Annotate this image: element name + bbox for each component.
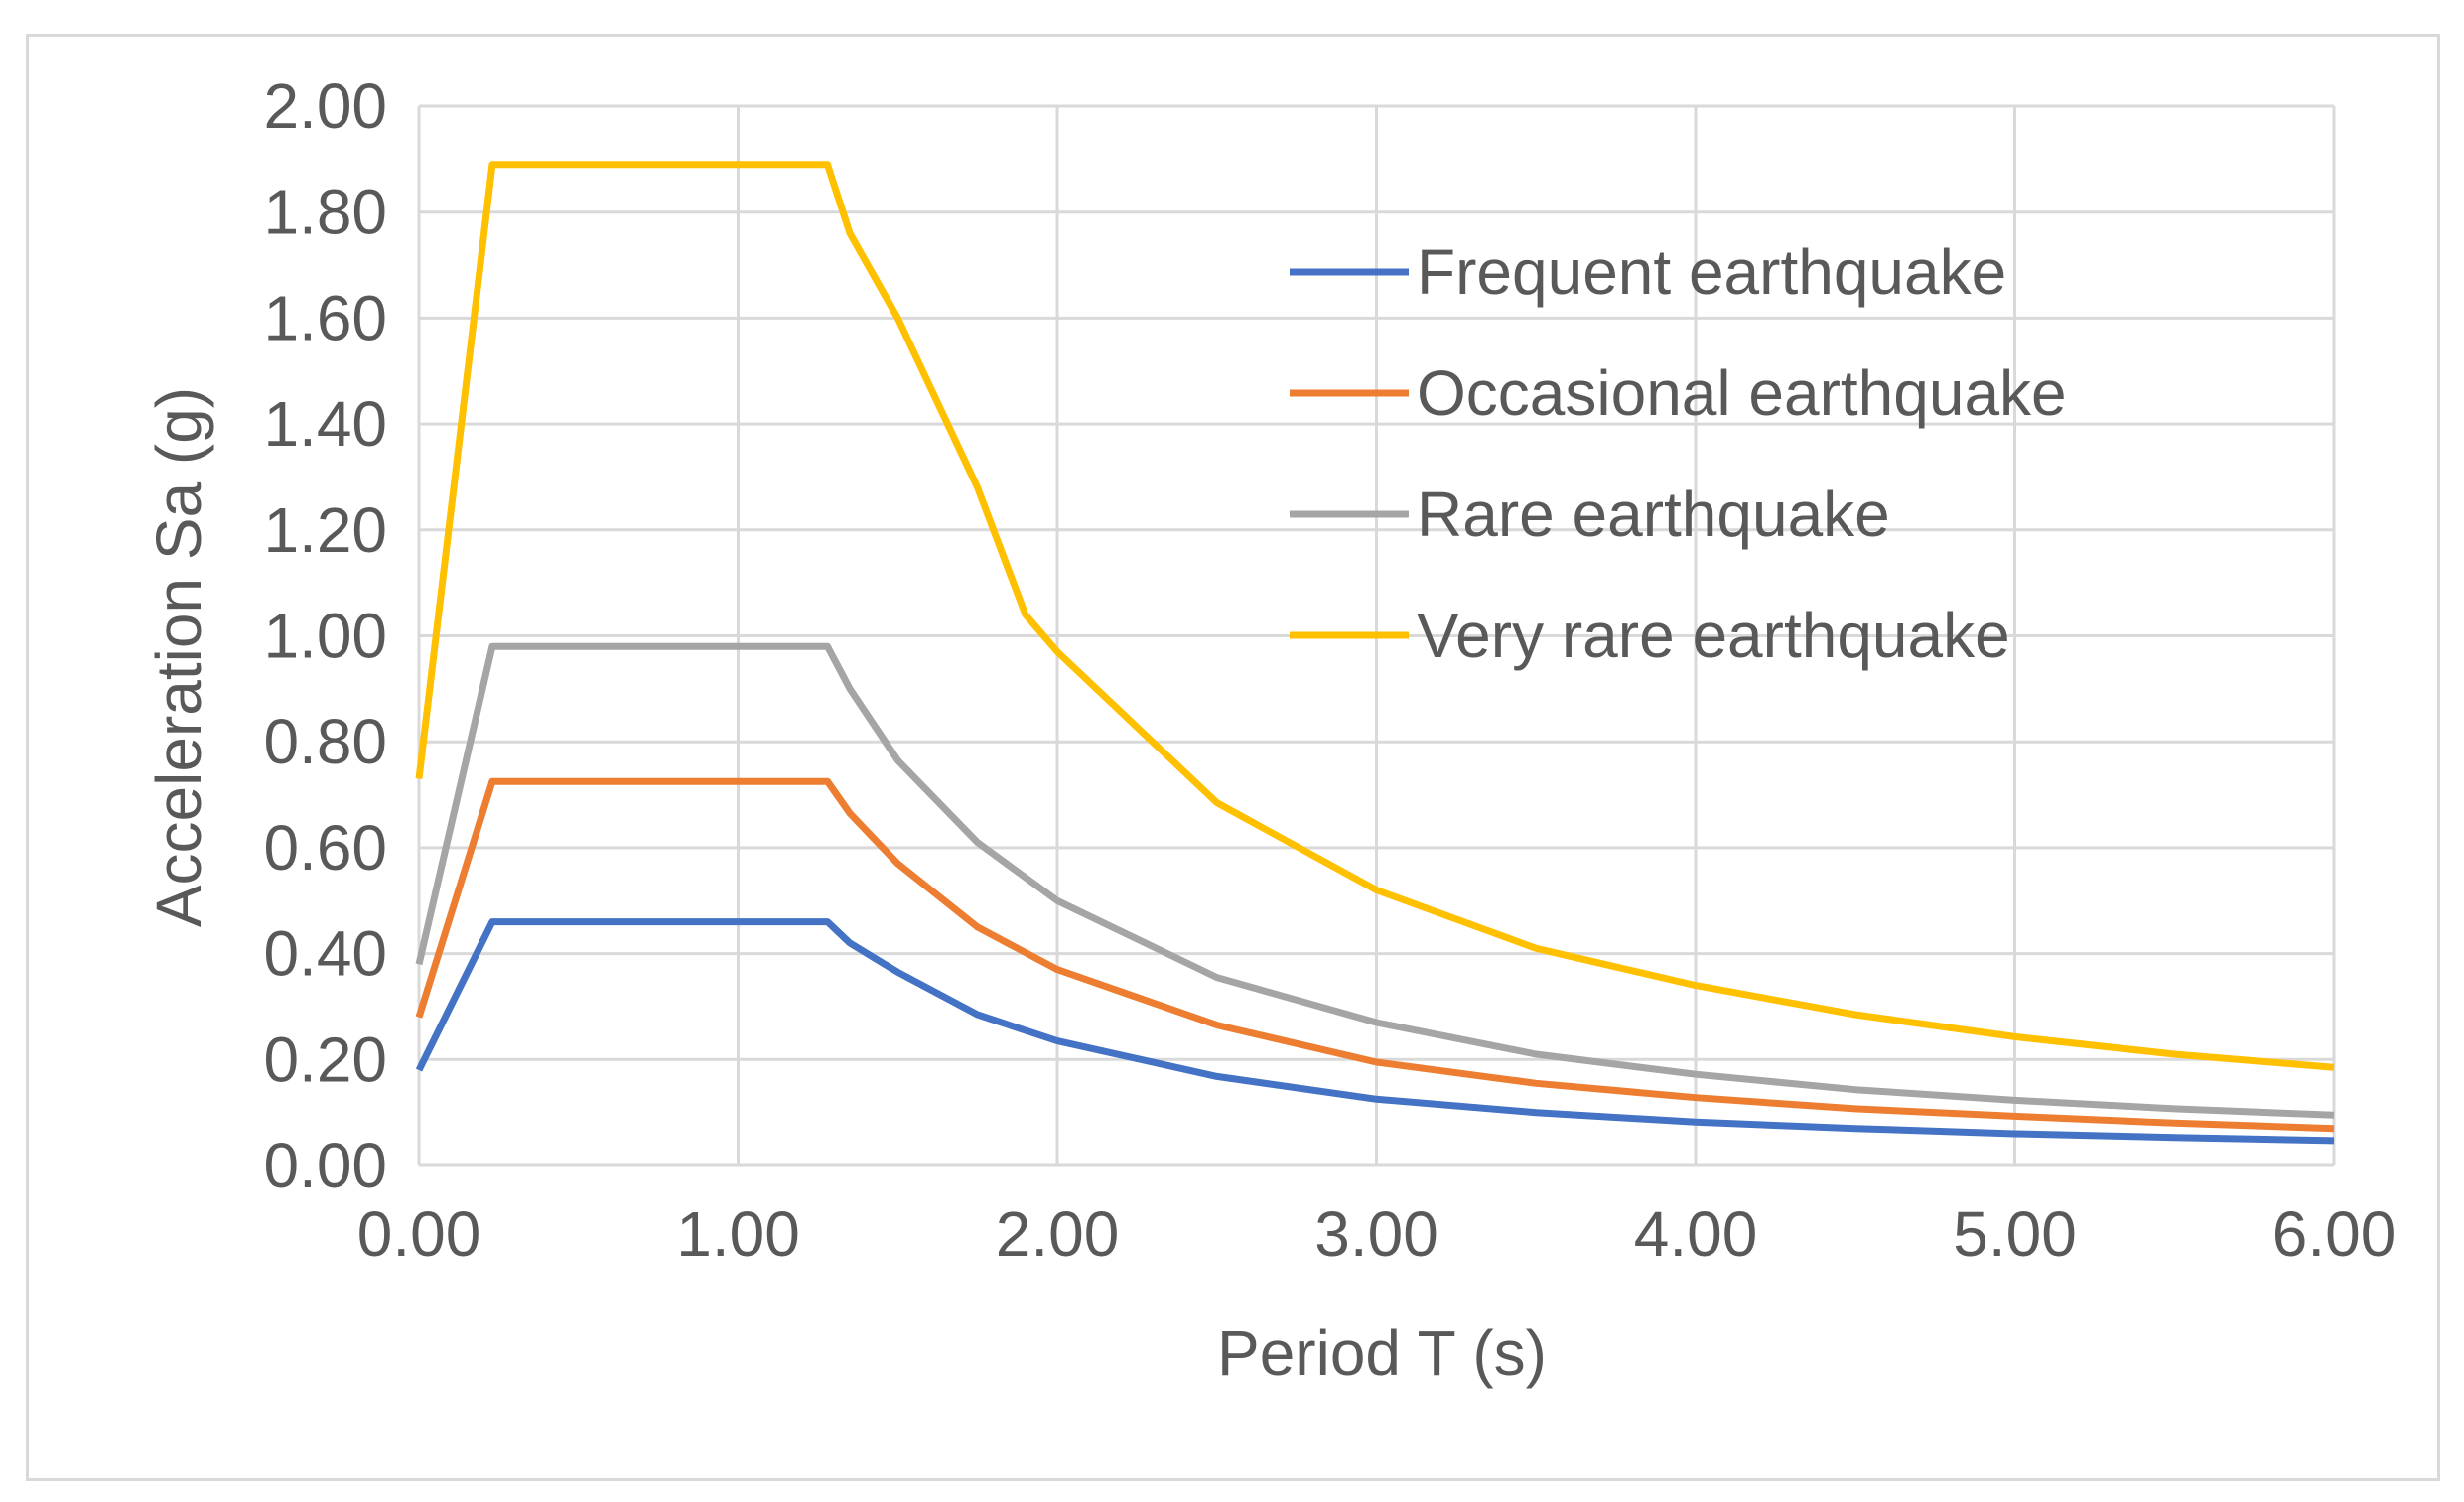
x-tick-label: 6.00 [2272,1198,2396,1270]
series-line-rare-earthquake [415,642,2335,1119]
y-tick-labels: 0.00 0.20 0.40 0.60 0.80 1.00 1.20 1.40 1.60 1.80… [263,70,387,1201]
y-tick-label: 0.40 [263,918,387,990]
y-tick-label: 1.00 [263,601,387,672]
legend-label-very-rare-earthquake: Very rare earthquake [1417,600,2010,671]
x-tick-label: 3.00 [1314,1198,1438,1270]
x-tick-label: 1.00 [676,1198,800,1270]
legend: Frequent earthquake Occasional earthquake… [1290,236,2067,671]
x-axis-title: Period T (s) [1217,1317,1547,1389]
y-tick-label: 0.20 [263,1024,387,1095]
y-tick-label: 1.60 [263,282,387,353]
y-tick-label: 1.40 [263,388,387,460]
chart-frame: 0.00 0.20 0.40 0.60 0.80 1.00 1.20 1.40 1.60 1.80… [26,34,2440,1481]
x-tick-label: 0.00 [357,1198,481,1270]
y-tick-label: 0.80 [263,706,387,777]
x-tick-label: 4.00 [1634,1198,1758,1270]
legend-label-frequent-earthquake: Frequent earthquake [1417,236,2006,308]
x-tick-labels: 0.00 1.00 2.00 3.00 4.00 5.00 6.00 [357,1198,2396,1270]
series-lines [415,161,2335,1145]
line-chart: 0.00 0.20 0.40 0.60 0.80 1.00 1.20 1.40 1.60 1.80… [143,70,2396,1389]
y-tick-label: 1.80 [263,177,387,248]
x-tick-label: 2.00 [996,1198,1120,1270]
y-tick-label: 1.20 [263,494,387,566]
y-tick-label: 0.60 [263,812,387,884]
legend-label-occasional-earthquake: Occasional earthquake [1417,357,2067,429]
series-line-occasional-earthquake [415,777,2335,1133]
series-line-very-rare-earthquake [415,161,2335,1071]
legend-label-rare-earthquake: Rare earthquake [1417,478,1890,550]
y-axis-title: Acceleration Sa (g) [143,387,214,927]
y-tick-label: 2.00 [263,70,387,142]
series-line-frequent-earthquake [415,918,2335,1145]
x-tick-label: 5.00 [1953,1198,2077,1270]
y-tick-label: 0.00 [263,1130,387,1201]
